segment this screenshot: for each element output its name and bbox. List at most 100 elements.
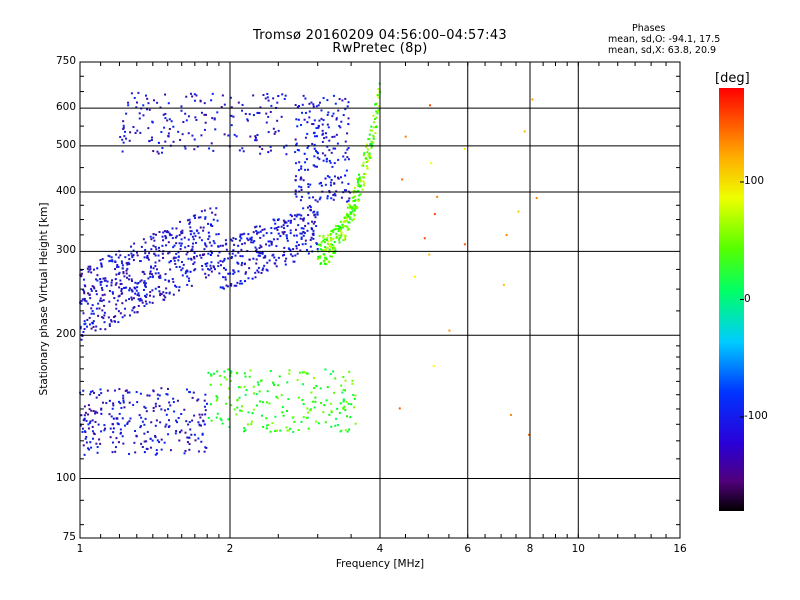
scatter-point: [287, 398, 290, 401]
scatter-point: [106, 280, 109, 283]
scatter-point: [328, 245, 331, 248]
scatter-point: [181, 133, 184, 136]
scatter-point: [332, 231, 335, 234]
scatter-point: [117, 321, 120, 324]
scatter-point: [318, 235, 321, 238]
x-axis-label: Frequency [MHz]: [335, 558, 425, 570]
scatter-point: [323, 262, 326, 265]
scatter-point: [211, 117, 214, 120]
scatter-point: [301, 111, 304, 114]
scatter-point: [302, 207, 305, 210]
scatter-point: [215, 416, 218, 419]
scatter-point: [141, 301, 144, 304]
scatter-point: [172, 246, 175, 249]
scatter-point: [340, 227, 343, 230]
scatter-point: [369, 129, 372, 132]
scatter-point: [165, 287, 168, 290]
scatter-point: [153, 252, 156, 255]
scatter-point: [346, 200, 349, 203]
scatter-point: [287, 219, 290, 222]
scatter-point: [314, 165, 317, 168]
scatter-point: [120, 406, 123, 409]
scatter-point: [188, 448, 191, 451]
scatter-point: [166, 119, 169, 122]
scatter-point: [248, 113, 251, 116]
scatter-point: [93, 268, 96, 271]
colorbar: [719, 88, 744, 511]
scatter-point: [258, 390, 261, 393]
scatter-point: [336, 142, 339, 145]
scatter-point: [197, 421, 200, 424]
scatter-point: [229, 238, 232, 241]
scatter-point: [200, 440, 203, 443]
scatter-point: [155, 452, 158, 455]
scatter-point: [327, 126, 330, 129]
scatter-point: [110, 415, 113, 418]
scatter-point: [308, 116, 311, 119]
scatter-point: [330, 238, 333, 241]
scatter-point: [311, 123, 314, 126]
scatter-point: [104, 328, 107, 331]
scatter-point: [110, 320, 113, 323]
scatter-point: [164, 237, 167, 240]
scatter-point: [329, 402, 332, 405]
scatter-point: [323, 259, 326, 262]
scatter-point: [103, 304, 106, 307]
scatter-point: [337, 109, 340, 112]
scatter-point: [218, 272, 221, 275]
scatter-point: [243, 372, 246, 375]
scatter-point: [254, 226, 257, 229]
scatter-point: [317, 422, 320, 425]
scatter-point: [344, 220, 347, 223]
scatter-point: [259, 106, 262, 109]
scatter-point: [323, 137, 326, 140]
scatter-point: [213, 242, 216, 245]
scatter-point: [156, 439, 159, 442]
colorbar-tick-label: 100: [744, 175, 765, 187]
scatter-point: [259, 230, 262, 233]
scatter-point: [265, 121, 268, 124]
scatter-point: [217, 245, 220, 248]
scatter-point: [151, 289, 154, 292]
scatter-point: [257, 254, 260, 257]
scatter-point: [205, 446, 208, 449]
scatter-point: [172, 257, 175, 260]
scatter-point: [147, 102, 150, 105]
scatter-point: [340, 231, 343, 234]
scatter-point: [326, 246, 329, 249]
scatter-point: [100, 263, 103, 266]
scatter-point: [301, 218, 304, 221]
scatter-point: [179, 244, 182, 247]
scatter-point: [110, 319, 113, 322]
scatter-point: [166, 387, 169, 390]
scatter-point: [111, 423, 114, 426]
scatter-point: [132, 259, 135, 262]
scatter-point: [154, 233, 157, 236]
scatter-point: [109, 427, 112, 430]
scatter-point: [299, 249, 302, 252]
scatter-point: [231, 252, 234, 255]
scatter-point: [338, 241, 341, 244]
scatter-point: [240, 248, 243, 251]
scatter-point: [375, 116, 378, 119]
scatter-point: [191, 396, 194, 399]
y-tick-label: 600: [55, 101, 76, 114]
scatter-point: [368, 133, 371, 136]
scatter-point: [239, 279, 242, 282]
scatter-point: [244, 280, 247, 283]
scatter-point: [97, 302, 100, 305]
scatter-point: [87, 413, 90, 416]
scatter-point: [334, 424, 337, 427]
scatter-point: [214, 268, 217, 271]
scatter-point: [193, 261, 196, 264]
scatter-point: [268, 259, 271, 262]
scatter-point: [262, 234, 265, 237]
scatter-point: [209, 403, 212, 406]
scatter-point: [163, 230, 166, 233]
scatter-point: [312, 164, 315, 167]
scatter-point: [230, 255, 233, 258]
scatter-point: [212, 149, 215, 152]
scatter-point: [100, 412, 103, 415]
scatter-point: [309, 183, 312, 186]
scatter-point: [344, 429, 347, 432]
